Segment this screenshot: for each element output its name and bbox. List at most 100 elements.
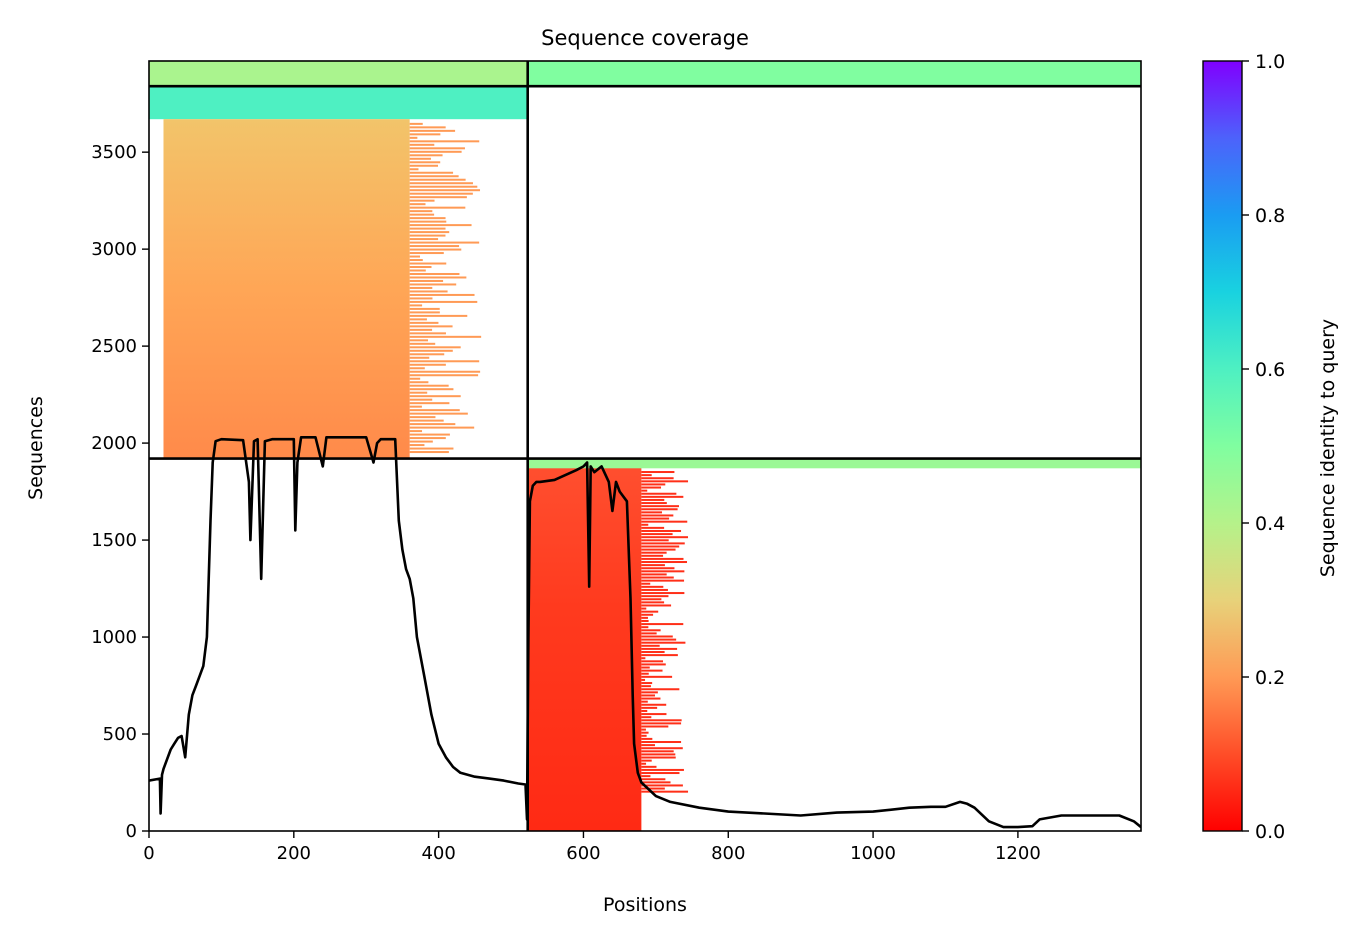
streak [641,672,649,675]
colorbar-gradient [1202,60,1243,832]
streak [409,444,425,447]
streak [641,753,676,756]
streak [409,199,435,202]
streak [641,607,647,610]
streak [641,542,685,545]
streak [409,241,480,244]
streak [409,245,460,248]
streak [641,759,652,762]
streak [409,217,446,220]
colorbar-ticks: 0.0 0.2 0.4 0.6 0.8 1.0 [1242,51,1285,843]
streak [409,234,446,237]
streak [641,480,689,483]
streak [641,511,663,514]
streak [409,328,433,331]
streak [409,451,449,454]
coverage-block-5 [527,458,1141,469]
streak [641,641,686,644]
streak [641,790,689,793]
streak [641,576,674,579]
streak [409,419,444,422]
streak [641,592,685,595]
x-tick-label: 1200 [995,843,1041,864]
streak [409,290,448,293]
streak [641,784,683,787]
chart-title: Sequence coverage [541,26,749,50]
streak [409,231,450,234]
streak [409,147,465,150]
streak [409,196,467,199]
coverage-block-3 [163,119,410,459]
streak [409,314,468,317]
streak [641,632,657,635]
streak [409,374,479,377]
x-tick-label: 200 [277,843,311,864]
streak [641,554,664,557]
streak [409,210,433,213]
streak [641,613,654,616]
streak [409,143,435,146]
streak [641,657,646,660]
streak [641,651,665,654]
streak [641,548,676,551]
streak [641,610,659,613]
streak [641,588,668,591]
streak [641,492,677,495]
streak [641,765,657,768]
streak [409,423,456,426]
streak [409,206,466,209]
colorbar-label: Sequence identity to query [1317,319,1339,577]
streak [409,286,433,289]
streak [641,685,651,688]
streak [409,192,473,195]
streak [641,486,662,489]
streak [409,178,466,181]
streak [409,381,429,384]
streak [641,533,673,536]
streak [409,255,421,258]
streak [641,557,684,560]
streak [641,682,653,685]
streak [641,508,678,511]
streak [641,744,655,747]
streak [641,629,661,632]
streak [409,447,454,450]
streak [641,775,651,778]
streak [409,339,429,342]
streak [641,564,665,567]
streak [641,635,673,638]
streak [641,505,679,508]
streak [409,269,426,272]
y-tick-label: 0 [126,821,137,842]
streak [641,595,669,598]
coverage-block-1 [149,86,528,120]
colorbar-tick-label: 0.6 [1255,359,1285,381]
streak [409,133,441,136]
streak [409,164,439,167]
streak [641,604,672,607]
x-axis-ticks: 0 200 400 600 800 1000 1200 [143,831,1041,864]
streak [409,122,423,125]
streak [409,325,453,328]
x-tick-label: 600 [566,843,600,864]
streak [641,781,671,784]
streak [409,279,444,282]
streak [409,136,418,139]
streak [641,747,683,750]
streak [409,437,446,440]
streak [641,626,649,629]
colorbar-tick-label: 0.8 [1255,205,1285,227]
streak [641,768,684,771]
coverage-line [149,436,1141,829]
streak [641,700,648,703]
streak [641,601,665,604]
streak [641,573,667,576]
streak [641,728,646,731]
y-tick-label: 3500 [91,142,137,163]
streak [409,311,440,314]
streak [641,725,669,728]
streak [641,691,658,694]
y-tick-label: 1000 [91,627,137,648]
streak [409,440,433,443]
